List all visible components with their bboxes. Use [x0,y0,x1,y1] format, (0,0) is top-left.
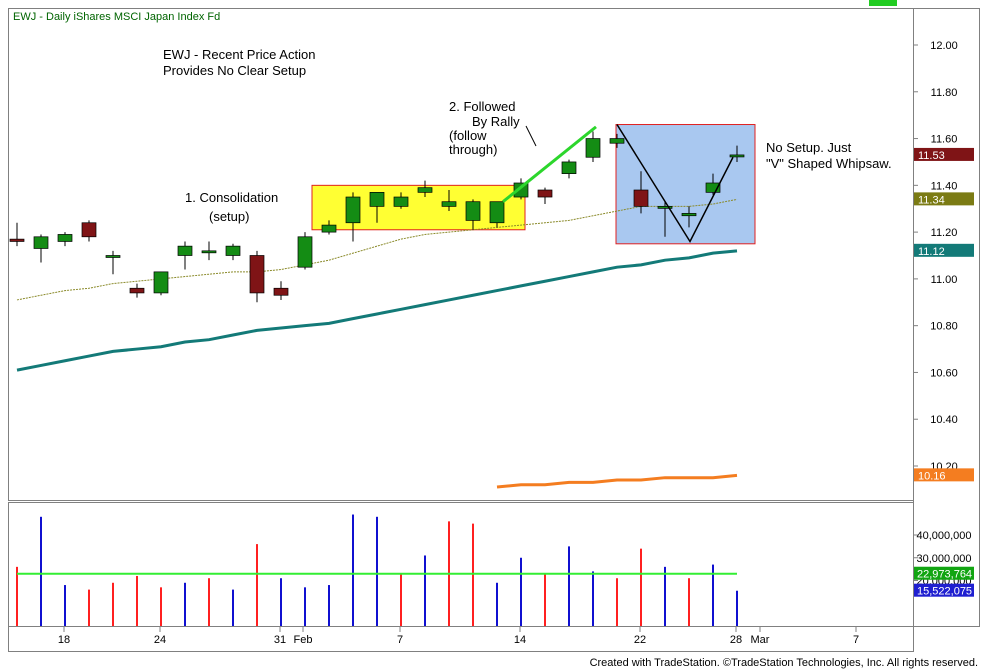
chart-title: EWJ - Daily iShares MSCI Japan Index Fd [13,11,220,23]
annotation-pointer [525,125,537,147]
volume-badge [914,583,974,597]
candle-body [81,222,97,238]
time-tick-label: 24 [154,634,166,646]
candle-body [345,196,361,224]
price-badge [914,192,974,206]
price-badge-label: 11.12 [918,246,945,258]
candle-body [33,236,49,249]
footer-credit: Created with TradeStation. ©TradeStation… [589,657,978,669]
candle-body [297,236,313,268]
candle-body [513,182,529,198]
time-tick-label: 7 [853,634,859,646]
price-badge [914,468,974,482]
candle-body [561,161,577,174]
price-tick-label: 10.80 [930,321,958,333]
candle-body [609,138,625,144]
candle-body [585,138,601,158]
ma-long-line [496,473,738,489]
price-tick-label: 10.60 [930,367,958,379]
candle-body [153,271,169,294]
annotation-setup: (setup) [209,209,249,224]
whipsaw-highlight-box [615,124,756,245]
price-tick-label: 11.20 [931,227,958,239]
status-indicator [869,0,897,6]
candle-body [9,238,25,242]
ma-mid-line [16,249,738,372]
volume-plot-frame [8,502,914,627]
annotation-no-setup: No Setup. Just [766,140,852,155]
annotation-followed: 2. Followed [449,99,515,114]
candle-body [225,245,241,256]
volume-badge-label: 22,973,764 [917,569,972,581]
time-tick-label: Feb [294,634,313,646]
volume-tick-label: 40,000,000 [916,530,971,542]
price-badge [914,147,974,161]
candle-body [321,224,337,233]
candle-body [441,201,457,207]
time-tick-label: 22 [634,634,646,646]
ma-short-line [16,198,738,301]
time-tick-label: 18 [58,634,70,646]
price-tick-label: 10.40 [930,414,958,426]
price-tick-label: 11.00 [931,274,958,286]
v-shape-line [616,124,734,243]
time-tick-label: Mar [751,634,770,646]
candle-body [177,245,193,256]
candle-body [417,187,433,193]
price-tick-label: 11.40 [931,180,958,192]
volume-badge [914,566,974,580]
candle-body [729,154,745,158]
price-tick-label: 12.00 [930,40,958,52]
price-badge-label: 11.53 [918,150,945,162]
candle-body [393,196,409,207]
volume-badge-label: 15,522,075 [917,586,972,598]
annotation-title-line1: EWJ - Recent Price Action [163,47,315,62]
candle-body [57,234,73,242]
time-tick-label: 31 [274,634,286,646]
candle-body [537,189,553,198]
candle-body [129,287,145,294]
time-tick-label: 14 [514,634,526,646]
time-tick-label: 7 [397,634,403,646]
price-badge [914,243,974,257]
price-plot-frame [8,8,914,501]
time-tick-label: 28 [730,634,742,646]
price-tick-label: 11.80 [931,87,958,99]
annotation-title-line2: Provides No Clear Setup [163,63,306,78]
candle-body [249,255,265,294]
candle-body [657,206,673,209]
candle-body [105,255,121,258]
annotation-consolidation: 1. Consolidation [185,190,278,205]
candle-body [369,192,385,207]
annotation-through: through) [449,142,497,157]
price-tick-label: 11.60 [931,134,958,146]
time-axis-frame [8,626,914,652]
candle-body [489,201,505,224]
candle-body [681,213,697,217]
volume-tick-label: 30,000,000 [916,553,971,565]
candle-body [201,250,217,254]
price-badge-label: 10.16 [918,470,946,482]
annotation-follow: (follow [449,128,487,143]
annotation-by-rally: By Rally [472,114,520,129]
candle-body [273,287,289,296]
candle-body [465,201,481,221]
candle-body [705,182,721,193]
price-badge-label: 11.34 [918,194,945,206]
annotation-v-whipsaw: "V" Shaped Whipsaw. [766,156,892,171]
right-scale-frame [913,8,980,627]
rally-trend-line [502,125,597,203]
candle-body [633,189,649,207]
